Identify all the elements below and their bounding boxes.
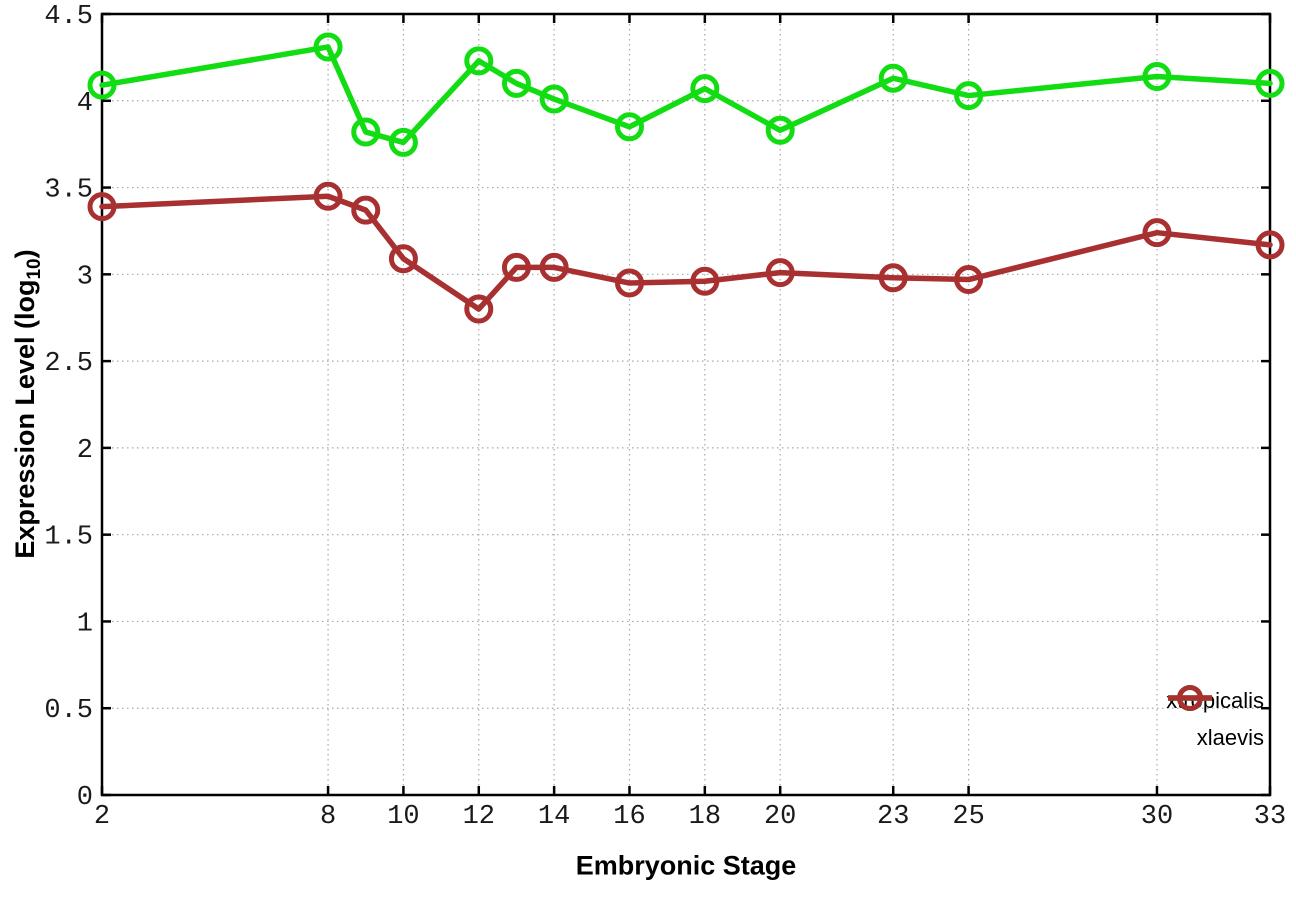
data-point-xlaevis bbox=[388, 244, 418, 274]
x-tick-label: 33 bbox=[1254, 802, 1286, 832]
y-tick-label: 1 bbox=[77, 609, 93, 639]
x-tick-label: 23 bbox=[877, 802, 909, 832]
legend-label-xlaevis: xlaevis bbox=[1196, 724, 1264, 750]
data-point-xlaevis bbox=[1142, 218, 1172, 248]
x-axis-title: Embryonic Stage bbox=[575, 850, 797, 881]
data-point-xtropicalis bbox=[690, 74, 720, 104]
x-tick-label: 30 bbox=[1141, 802, 1173, 832]
y-tick-label: 0.5 bbox=[44, 696, 93, 726]
x-tick-label: 2 bbox=[94, 802, 110, 832]
data-point-xtropicalis bbox=[388, 127, 418, 157]
data-point-xlaevis bbox=[878, 263, 908, 293]
legend: xtropicalis xlaevis bbox=[1166, 684, 1264, 754]
data-point-xtropicalis bbox=[614, 112, 644, 142]
x-tick-label: 25 bbox=[952, 802, 984, 832]
data-point-xlaevis bbox=[1255, 230, 1285, 260]
legend-entry-xlaevis: xlaevis bbox=[1168, 685, 1264, 754]
y-tick-label: 3 bbox=[77, 262, 93, 292]
y-tick-label: 4.5 bbox=[44, 2, 93, 32]
data-point-xlaevis bbox=[464, 294, 494, 324]
x-tick-label: 20 bbox=[764, 802, 796, 832]
y-tick-label: 0 bbox=[77, 783, 93, 813]
y-axis-title-subscript: 10 bbox=[24, 258, 46, 280]
series-line-xtropicalis bbox=[99, 44, 1273, 146]
y-axis-title: Expression Level (log10) bbox=[10, 249, 46, 558]
y-axis-title-text: Expression Level (log bbox=[9, 279, 40, 559]
y-tick-label: 3.5 bbox=[44, 176, 93, 206]
data-point-xtropicalis bbox=[87, 70, 117, 100]
data-point-xtropicalis bbox=[539, 84, 569, 114]
data-point-xlaevis bbox=[87, 192, 117, 222]
x-tick-label: 18 bbox=[689, 802, 721, 832]
plot-border bbox=[100, 12, 1272, 797]
data-point-xlaevis bbox=[614, 268, 644, 298]
data-point-xtropicalis bbox=[501, 68, 531, 98]
data-point-xlaevis bbox=[539, 252, 569, 282]
data-point-xtropicalis bbox=[313, 32, 343, 62]
data-point-xtropicalis bbox=[1142, 61, 1172, 91]
y-tick-label: 4 bbox=[77, 89, 93, 119]
y-axis-title-suffix: ) bbox=[9, 249, 40, 259]
x-tick-label: 10 bbox=[387, 802, 419, 832]
data-point-xlaevis bbox=[954, 265, 984, 295]
y-tick-label: 2 bbox=[77, 436, 93, 466]
x-tick-label: 16 bbox=[613, 802, 645, 832]
data-point-xtropicalis bbox=[954, 81, 984, 111]
data-point-xlaevis bbox=[501, 252, 531, 282]
data-point-xtropicalis bbox=[464, 46, 494, 76]
x-tick-label: 14 bbox=[538, 802, 570, 832]
x-tick-label: 12 bbox=[463, 802, 495, 832]
y-tick-label: 2.5 bbox=[44, 349, 93, 379]
data-point-xtropicalis bbox=[351, 117, 381, 147]
data-point-xtropicalis bbox=[878, 63, 908, 93]
series-line-xlaevis bbox=[99, 193, 1273, 312]
data-point-xlaevis bbox=[351, 195, 381, 225]
data-point-xtropicalis bbox=[765, 115, 795, 145]
data-point-xlaevis bbox=[690, 266, 720, 296]
y-tick-label: 1.5 bbox=[44, 523, 93, 553]
data-point-xlaevis bbox=[313, 181, 343, 211]
x-tick-label: 8 bbox=[320, 802, 336, 832]
data-point-xtropicalis bbox=[1255, 68, 1285, 98]
legend-marker-xlaevis-icon bbox=[1168, 685, 1213, 711]
data-point-xlaevis bbox=[765, 258, 795, 288]
